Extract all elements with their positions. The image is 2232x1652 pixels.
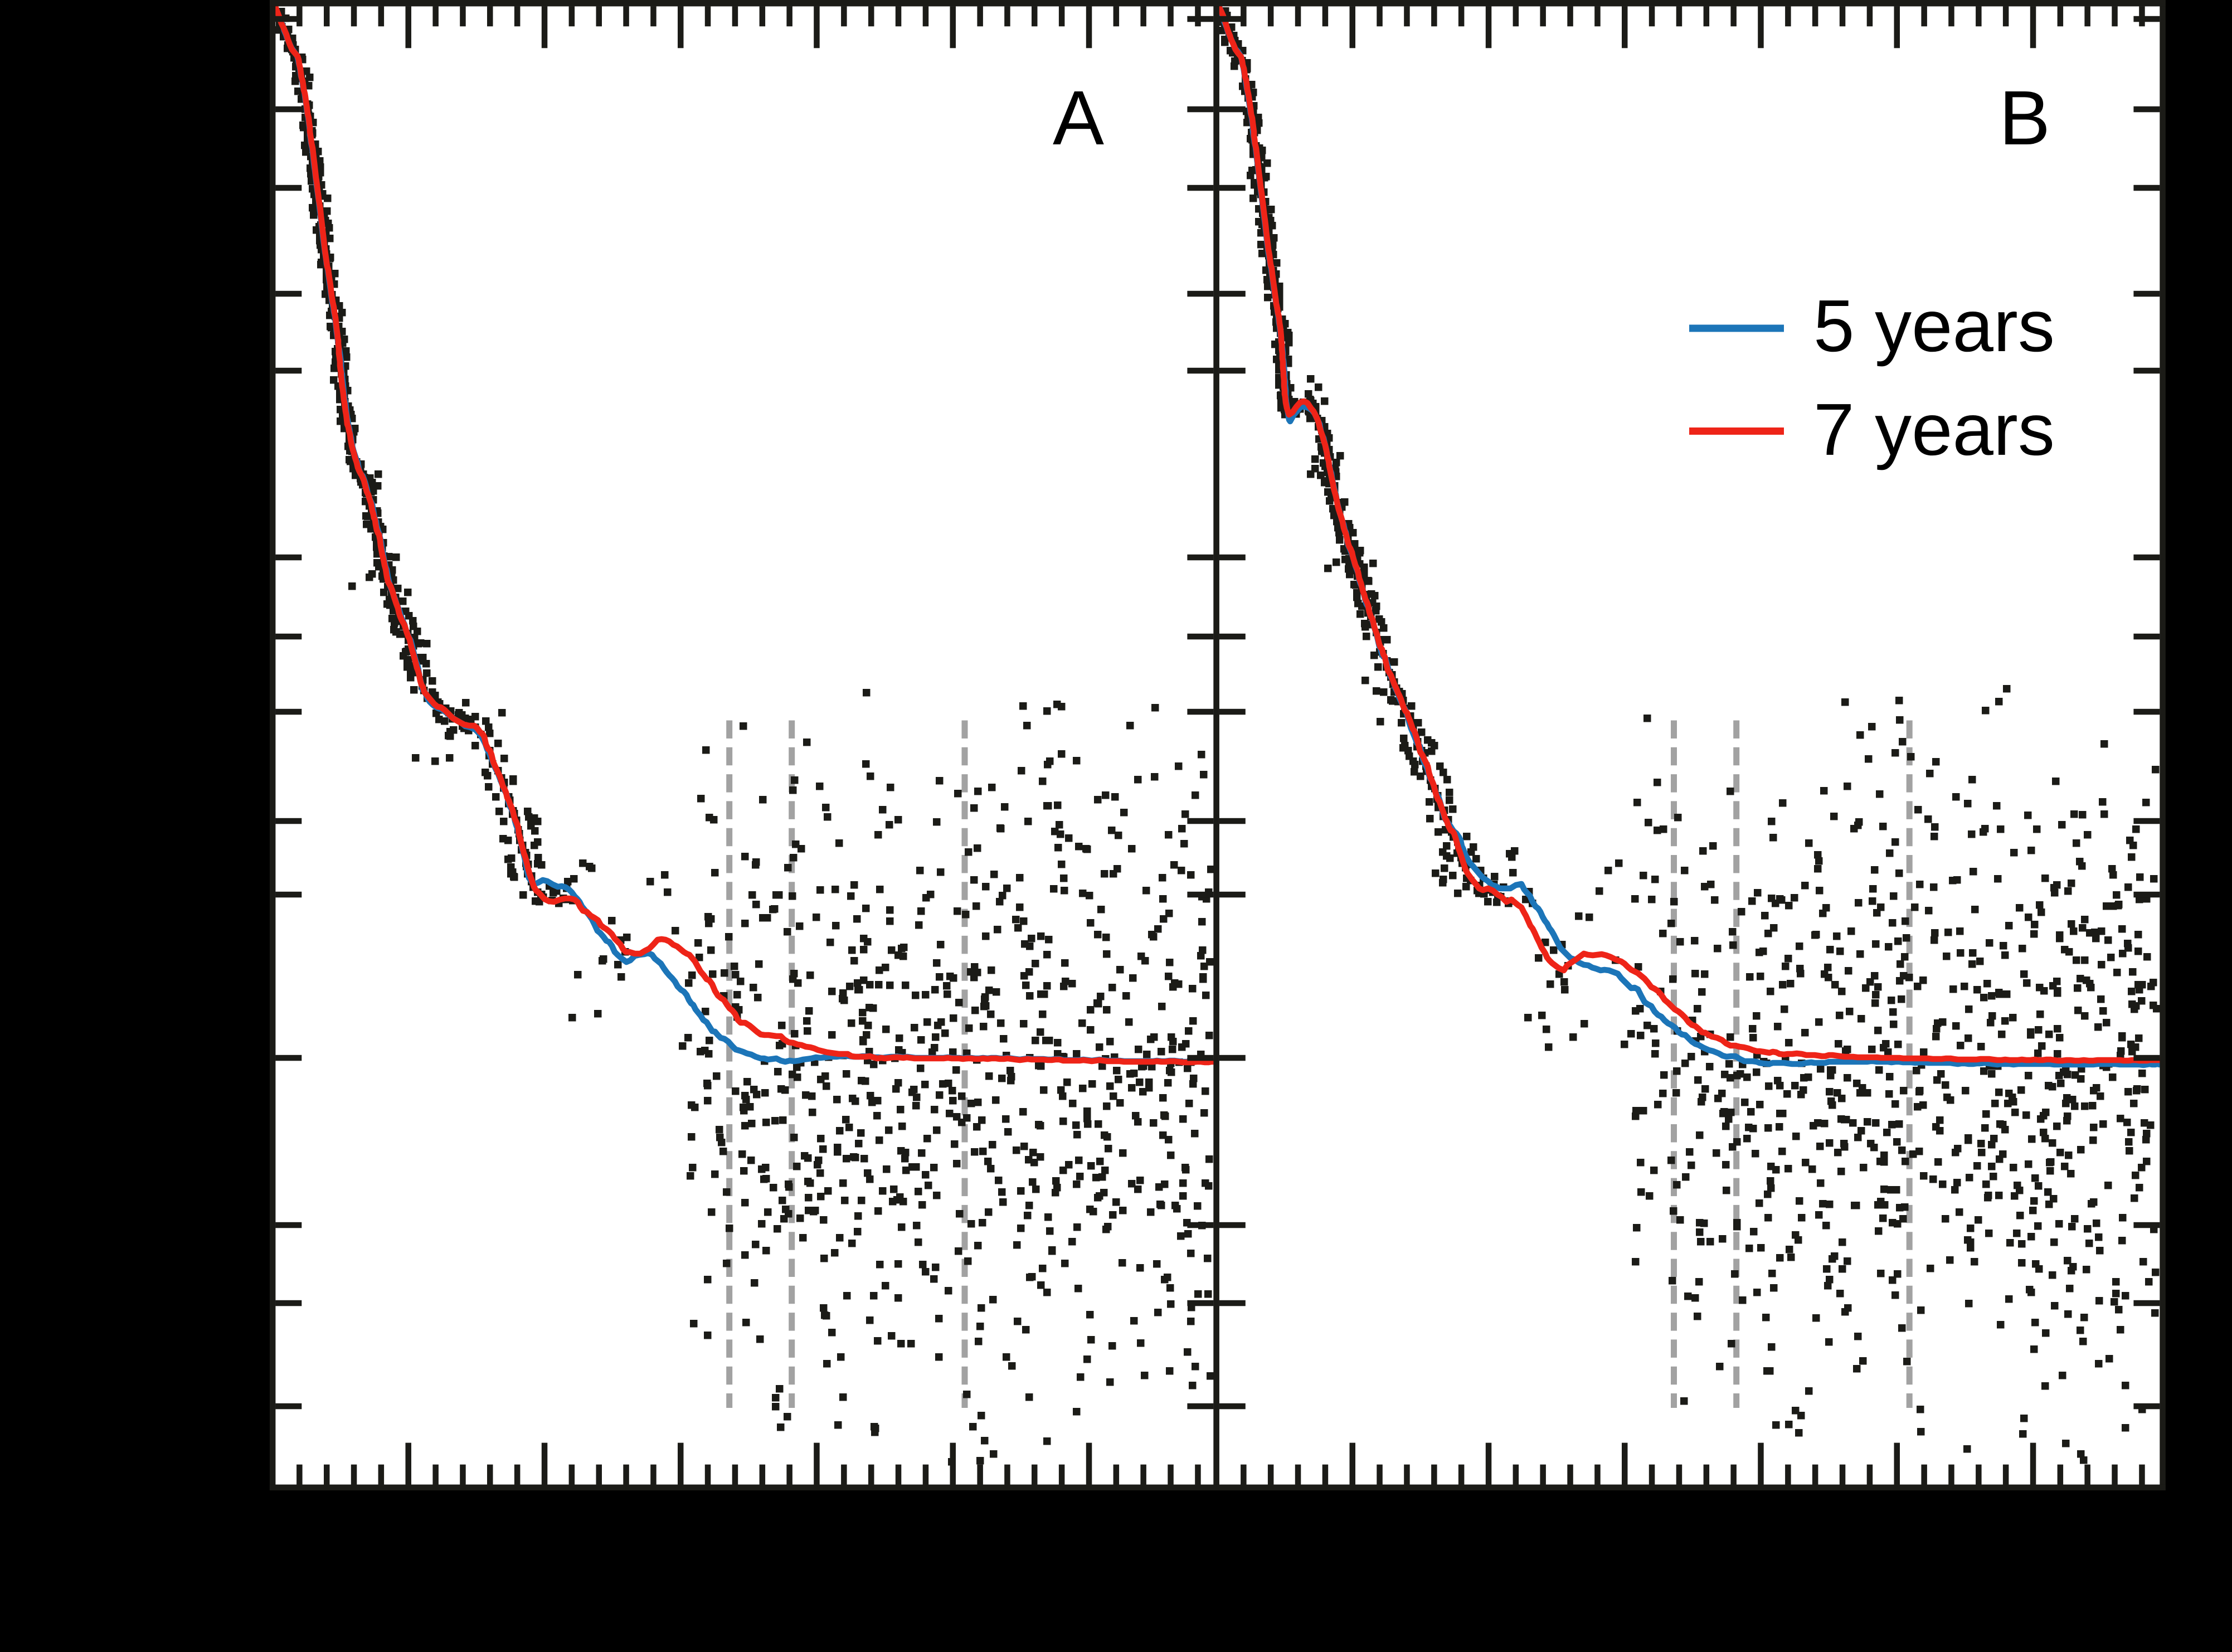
svg-text:7 years: 7 years — [1813, 388, 2055, 470]
svg-text:A: A — [1053, 75, 1104, 161]
svg-text:B: B — [1999, 75, 2050, 161]
svg-text:5 years: 5 years — [1813, 285, 2055, 367]
